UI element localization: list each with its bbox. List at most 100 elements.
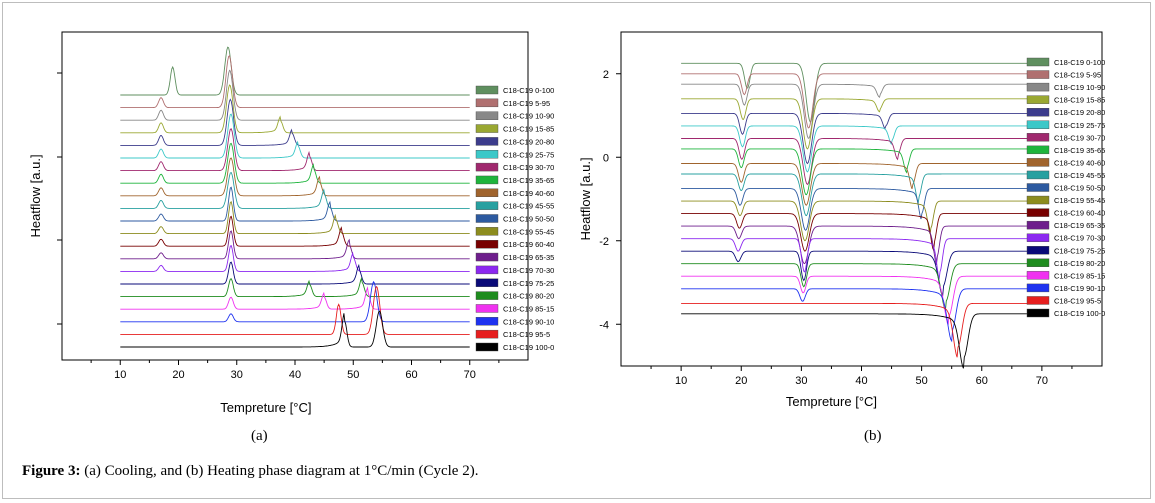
x-tick-label: 50 [347, 369, 359, 381]
series-line-C18-C19-5-95 [120, 55, 470, 109]
legend-label: C18-C19 85-15 [503, 304, 554, 313]
legend-label: C18-C19 100-0 [1054, 309, 1105, 318]
legend-swatch [1026, 95, 1050, 104]
series-line-C18-C19-20-80 [681, 112, 1042, 165]
legend-swatch [475, 304, 499, 313]
legend-label: C18-C19 55-45 [1054, 196, 1105, 205]
legend-label: C18-C19 40-60 [1054, 158, 1105, 167]
series-line-C18-C19-80-20 [120, 276, 470, 298]
legend-label: C18-C19 35-65 [503, 176, 554, 185]
legend-label: C18-C19 45-55 [503, 202, 554, 211]
legend-label: C18-C19 30-70 [503, 163, 554, 172]
series-line-C18-C19-10-90 [681, 83, 1042, 139]
legend-label: C18-C19 65-35 [1054, 221, 1105, 230]
series-line-C18-C19-60-40 [120, 215, 470, 247]
legend-swatch [1026, 233, 1050, 242]
legend-swatch [1026, 82, 1050, 92]
series-line-C18-C19-25-75 [120, 113, 470, 159]
legend-swatch [1026, 271, 1050, 280]
legend-label: C18-C19 70-30 [503, 266, 554, 275]
series-line-C18-C19-35-65 [681, 148, 1042, 196]
legend-label: C18-C19 40-60 [503, 189, 554, 198]
chart-a-svg: 10 20 30 40 50 60 70 Tempreture [°C] Heatflow [a… [28, 31, 554, 415]
legend-label: C18-C19 30-70 [1054, 133, 1105, 142]
y-tick-label: 0 [603, 152, 609, 164]
legend-label: C18-C19 25-75 [503, 150, 554, 159]
chart-panel-b: 10 20 30 40 50 60 70 -4 -2 0 2 Tempreture [°C] Heatf… [578, 0, 1155, 460]
legend-label: C18-C19 60-40 [503, 240, 554, 249]
y-axis-title: Heatflow [a.u.] [28, 154, 43, 237]
series-line-C18-C19-15-85 [681, 98, 1042, 150]
caption-label: Figure 3: [22, 463, 81, 479]
legend-label: C18-C19 0-100 [503, 86, 554, 95]
legend-label: C18-C19 100-0 [503, 343, 554, 352]
legend-swatch [475, 227, 499, 236]
x-tick-label: 10 [114, 369, 126, 381]
series-line-C18-C19-70-30 [120, 244, 470, 272]
legend-swatch [475, 265, 499, 275]
legend-label: C18-C19 15-85 [503, 125, 554, 134]
legend-label: C18-C19 35-65 [1054, 146, 1105, 155]
x-tick-label: 40 [855, 375, 867, 387]
legend-swatch [1026, 57, 1050, 67]
legend-swatch [1026, 120, 1050, 129]
legend-label: C18-C19 90-10 [503, 317, 554, 326]
series-line-C18-C19-75-25 [681, 250, 1042, 297]
legend-swatch [475, 317, 499, 326]
x-tick-label: 70 [464, 369, 476, 381]
series-line-C18-C19-90-10 [120, 280, 470, 323]
legend-label: C18-C19 20-80 [503, 137, 554, 146]
legend-label: C18-C19 65-35 [503, 253, 554, 262]
legend-label: C18-C19 95-5 [503, 330, 550, 339]
x-tick-label: 60 [976, 375, 988, 387]
legend-swatch [475, 188, 499, 198]
legend-label: C18-C19 95-5 [1054, 296, 1101, 305]
legend-swatch [475, 137, 499, 146]
legend-label: C18-C19 50-50 [503, 215, 554, 224]
legend-swatch [475, 342, 499, 352]
legend-label: C18-C19 85-15 [1054, 271, 1105, 280]
series-line-C18-C19-75-25 [120, 261, 470, 285]
series-line-C18-C19-0-100 [681, 62, 1042, 123]
series-line-C18-C19-60-40 [681, 213, 1042, 252]
series-line-C18-C19-100-0 [681, 313, 1042, 369]
legend-swatch [475, 85, 499, 95]
series-line-C18-C19-20-80 [120, 98, 470, 146]
legend-swatch [475, 291, 499, 300]
series-line-C18-C19-10-90 [120, 69, 470, 121]
x-tick-label: 40 [289, 369, 301, 381]
x-tick-label: 60 [405, 369, 417, 381]
legend-swatch [1026, 246, 1050, 255]
legend-swatch [475, 162, 499, 172]
legend-label: C18-C19 0-100 [1054, 58, 1105, 67]
legend-label: C18-C19 10-90 [503, 112, 554, 121]
legend-swatch [475, 329, 499, 339]
legend-swatch [1026, 70, 1050, 79]
legend-swatch [475, 111, 499, 120]
series-line-C18-C19-0-100 [120, 46, 470, 96]
legend-label: C18-C19 75-25 [503, 279, 554, 288]
series-line-C18-C19-90-10 [681, 288, 1042, 343]
series-line-C18-C19-30-70 [120, 128, 470, 172]
series-line-C18-C19-45-55 [120, 171, 470, 209]
x-tick-label: 50 [916, 375, 928, 387]
legend-label: C18-C19 60-40 [1054, 209, 1105, 218]
legend-label: C18-C19 80-20 [1054, 259, 1105, 268]
panel-a-label: (a) [251, 428, 268, 444]
series-line-C18-C19-85-15 [681, 275, 1042, 326]
series-line-C18-C19-70-30 [681, 238, 1042, 280]
x-axis-title: Tempreture [°C] [786, 394, 877, 409]
series-line-C18-C19-80-20 [681, 263, 1042, 313]
series-line-C18-C19-65-35 [681, 225, 1042, 266]
legend-swatch [475, 124, 499, 133]
series-line-C18-C19-40-60 [681, 163, 1042, 206]
series-line-C18-C19-30-70 [681, 138, 1042, 186]
legend-swatch [475, 175, 499, 185]
legend-swatch [475, 98, 499, 108]
series-line-C18-C19-65-35 [120, 230, 470, 260]
legend-swatch [1026, 158, 1050, 167]
legend-swatch [1026, 133, 1050, 142]
x-tick-label: 30 [231, 369, 243, 381]
legend-swatch [475, 150, 499, 159]
series-line-C18-C19-95-5 [120, 285, 470, 335]
